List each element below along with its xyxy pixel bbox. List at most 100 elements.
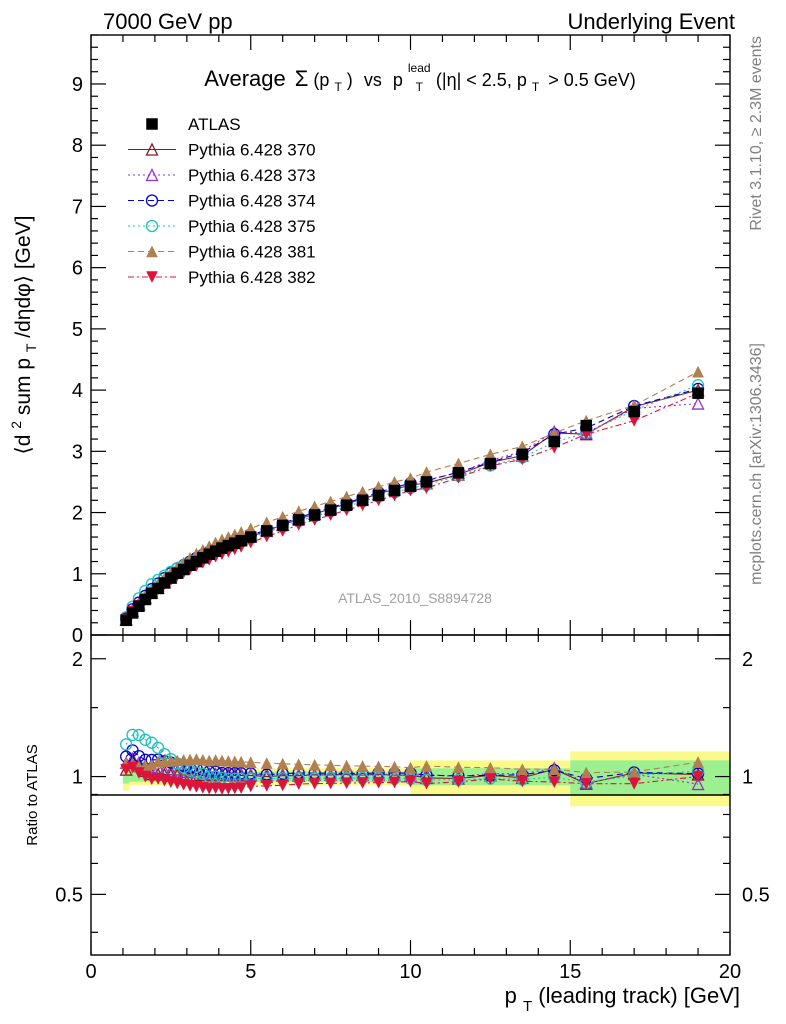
ratio-point-pythia-6-428-382-34 bbox=[548, 776, 561, 789]
ratio-inner-band-3 bbox=[570, 760, 730, 795]
x-tick-label-3: 15 bbox=[559, 961, 581, 983]
ratio-point-pythia-6-428-381-24 bbox=[324, 759, 337, 772]
legend-label-atlas: ATLAS bbox=[188, 115, 241, 134]
ratio-point-pythia-6-428-382-31 bbox=[452, 776, 465, 788]
ratio-point-pythia-6-428-375-2 bbox=[132, 728, 146, 742]
ratio-point-pythia-6-428-382-24 bbox=[324, 777, 337, 790]
ratio-point-pythia-6-428-382-19 bbox=[244, 780, 257, 793]
ratio-point-pythia-6-428-382-32 bbox=[484, 773, 497, 786]
point-atlas-32 bbox=[484, 457, 497, 470]
ratio-point-pythia-6-428-382-23 bbox=[308, 777, 321, 790]
ratio-point-pythia-6-428-382-0 bbox=[120, 763, 133, 776]
point-atlas-25 bbox=[340, 499, 353, 511]
point-atlas-23 bbox=[308, 509, 321, 521]
line-pythia-6-428-374 bbox=[125, 388, 699, 619]
legend-marker-pythia-6-428-373 bbox=[145, 168, 159, 182]
legend-marker-pythia-6-428-370 bbox=[145, 142, 159, 156]
watermark-label: ATLAS_2010_S8894728 bbox=[338, 590, 492, 606]
legend-label-pythia-6-428-375: Pythia 6.428 375 bbox=[188, 217, 316, 236]
header-right: Underlying Event bbox=[567, 9, 735, 34]
axes-group: 0 1 2 3 4 5 6 7 8 9 0 5 10 15 20 0.5 0.5 1 1 2 2 bbox=[55, 34, 770, 983]
ratio-point-pythia-6-428-375-3 bbox=[139, 733, 152, 746]
main-y-tick-label-5: 5 bbox=[72, 319, 83, 341]
point-atlas-24 bbox=[324, 504, 337, 516]
ratio-point-pythia-6-428-375-13 bbox=[203, 770, 216, 783]
ratio-point-pythia-6-428-382-22 bbox=[292, 778, 305, 791]
series-pythia-6-428-375 bbox=[119, 379, 705, 624]
x-tick-label-4: 20 bbox=[719, 961, 741, 983]
point-atlas-33 bbox=[516, 448, 529, 461]
series-pythia-6-428-381 bbox=[120, 365, 704, 625]
ratio-point-pythia-6-428-375-1 bbox=[126, 728, 139, 742]
ratio-y-tick-label-right-0: 0.5 bbox=[742, 884, 770, 906]
legend-label-pythia-6-428-373: Pythia 6.428 373 bbox=[188, 166, 316, 185]
ratio-point-pythia-6-428-382-29 bbox=[404, 775, 417, 788]
point-atlas-28 bbox=[388, 484, 401, 497]
ratio-point-pythia-6-428-375-5 bbox=[151, 741, 165, 754]
main-y-tick-label-3: 3 bbox=[72, 441, 83, 463]
ratio-y-tick-label-right-2: 2 bbox=[742, 649, 753, 671]
main-y-tick-label-7: 7 bbox=[72, 196, 83, 218]
ratio-point-pythia-6-428-381-36 bbox=[628, 765, 641, 778]
point-atlas-0 bbox=[120, 614, 132, 627]
ratio-point-pythia-6-428-382-27 bbox=[372, 776, 385, 789]
main-y-tick-label-9: 9 bbox=[72, 74, 83, 96]
ratio-point-pythia-6-428-382-18 bbox=[235, 782, 248, 795]
ratio-point-pythia-6-428-381-29 bbox=[404, 761, 417, 774]
main-y-tick-label-2: 2 bbox=[72, 503, 83, 525]
legend: ATLAS Pythia 6.428 370 Pythia 6.428 373 Pyt… bbox=[128, 115, 316, 287]
ratio-line-pythia-6-428-375 bbox=[125, 734, 699, 784]
svg-text:p T (leading trac: p T (leading track) [GeV] bbox=[505, 983, 740, 1016]
legend-marker-pythia-6-428-381 bbox=[146, 245, 158, 258]
point-atlas-37 bbox=[692, 387, 704, 399]
svg-text:Average Σ (p: Average Σ (p T ) vs p lead T (|η| < 2.5,… bbox=[204, 56, 636, 95]
ratio-y-tick-label-1: 1 bbox=[72, 767, 83, 789]
ratio-point-pythia-6-428-382-21 bbox=[276, 779, 289, 792]
legend-marker-pythia-6-428-382 bbox=[146, 271, 158, 284]
series-atlas bbox=[120, 387, 704, 627]
point-atlas-2 bbox=[133, 600, 145, 612]
ratio-point-pythia-6-428-381-19 bbox=[244, 756, 257, 769]
point-atlas-36 bbox=[628, 405, 640, 418]
ratio-point-pythia-6-428-381-32 bbox=[484, 761, 497, 774]
ratio-point-pythia-6-428-382-25 bbox=[340, 777, 353, 790]
point-pythia-6-428-373-37 bbox=[691, 396, 705, 410]
legend-marker-pythia-6-428-375 bbox=[145, 219, 159, 233]
ratio-point-pythia-6-428-375-11 bbox=[190, 766, 203, 779]
main-plot-title: Average Σ (p T ) vs p lead T (|η| < 2.5,… bbox=[204, 56, 636, 95]
ratio-point-pythia-6-428-381-31 bbox=[452, 761, 465, 773]
rivet-label: Rivet 3.1.10, ≥ 2.3M events bbox=[748, 36, 765, 231]
point-atlas-26 bbox=[356, 494, 369, 507]
ratio-point-pythia-6-428-381-33 bbox=[516, 763, 529, 775]
ratio-point-pythia-6-428-381-25 bbox=[340, 759, 353, 772]
x-tick-label-1: 5 bbox=[245, 961, 256, 983]
ratio-y-axis-label: Ratio to ATLAS bbox=[24, 744, 41, 845]
ratio-point-pythia-6-428-381-27 bbox=[372, 760, 385, 773]
legend-label-pythia-6-428-381: Pythia 6.428 381 bbox=[188, 243, 316, 262]
legend-label-pythia-6-428-374: Pythia 6.428 374 bbox=[188, 192, 316, 211]
header-left: 7000 GeV pp bbox=[103, 9, 233, 34]
ratio-point-pythia-6-428-382-26 bbox=[356, 777, 369, 789]
ratio-point-pythia-6-428-381-30 bbox=[420, 759, 433, 772]
ratio-y-tick-label-2: 2 bbox=[72, 649, 83, 671]
point-atlas-20 bbox=[260, 525, 273, 537]
legend-marker-pythia-6-428-374 bbox=[145, 194, 159, 207]
x-tick-label-0: 0 bbox=[85, 961, 96, 983]
main-y-axis-label: ⟨d 2 sum p T /dηdφ⟩ [GeV] bbox=[8, 215, 39, 454]
ratio-point-pythia-6-428-381-26 bbox=[356, 760, 369, 772]
point-pythia-6-428-381-30 bbox=[420, 466, 433, 478]
ratio-point-pythia-6-428-381-18 bbox=[235, 755, 248, 768]
legend-label-pythia-6-428-370: Pythia 6.428 370 bbox=[188, 141, 316, 160]
main-y-tick-label-4: 4 bbox=[72, 380, 83, 402]
main-series-group bbox=[119, 365, 705, 627]
point-atlas-3 bbox=[139, 593, 152, 606]
ratio-point-pythia-6-428-381-23 bbox=[308, 758, 321, 771]
ratio-point-pythia-6-428-382-28 bbox=[388, 776, 401, 789]
point-atlas-21 bbox=[276, 519, 289, 532]
ratio-y-tick-label-right-1: 1 bbox=[742, 767, 753, 789]
main-y-tick-label-8: 8 bbox=[72, 135, 83, 157]
main-y-tick-label-6: 6 bbox=[72, 258, 83, 280]
line-pythia-6-428-373 bbox=[125, 403, 699, 620]
ratio-inner-band-0 bbox=[122, 769, 130, 784]
